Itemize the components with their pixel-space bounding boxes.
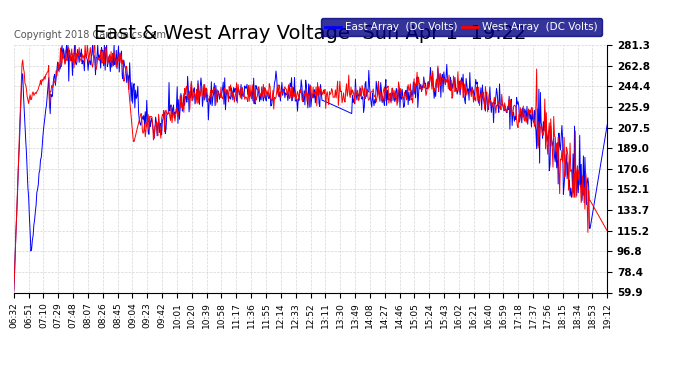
East Array  (DC Volts) bbox=[388, 90, 397, 94]
West Array  (DC Volts) bbox=[522, 111, 530, 115]
West Array  (DC Volts) bbox=[603, 229, 611, 233]
East Array  (DC Volts) bbox=[522, 109, 530, 114]
West Array  (DC Volts) bbox=[10, 288, 18, 292]
East Array  (DC Volts) bbox=[46, 111, 55, 116]
East Array  (DC Volts) bbox=[62, 43, 70, 47]
West Array  (DC Volts) bbox=[371, 93, 379, 98]
West Array  (DC Volts) bbox=[46, 89, 55, 93]
West Array  (DC Volts) bbox=[388, 86, 397, 90]
East Array  (DC Volts) bbox=[355, 94, 364, 99]
East Array  (DC Volts) bbox=[10, 289, 18, 294]
East Array  (DC Volts) bbox=[603, 123, 611, 127]
Text: Copyright 2018 Cartronics.com: Copyright 2018 Cartronics.com bbox=[14, 30, 166, 40]
Line: West Array  (DC Volts): West Array (DC Volts) bbox=[14, 45, 607, 290]
West Array  (DC Volts) bbox=[71, 43, 79, 47]
West Array  (DC Volts) bbox=[460, 82, 469, 86]
East Array  (DC Volts) bbox=[371, 98, 379, 102]
Title: East & West Array Voltage  Sun Apr 1  19:22: East & West Array Voltage Sun Apr 1 19:2… bbox=[95, 24, 526, 44]
Legend: East Array  (DC Volts), West Array  (DC Volts): East Array (DC Volts), West Array (DC Vo… bbox=[321, 18, 602, 36]
West Array  (DC Volts) bbox=[355, 98, 364, 102]
Line: East Array  (DC Volts): East Array (DC Volts) bbox=[14, 45, 607, 291]
East Array  (DC Volts) bbox=[460, 97, 469, 102]
